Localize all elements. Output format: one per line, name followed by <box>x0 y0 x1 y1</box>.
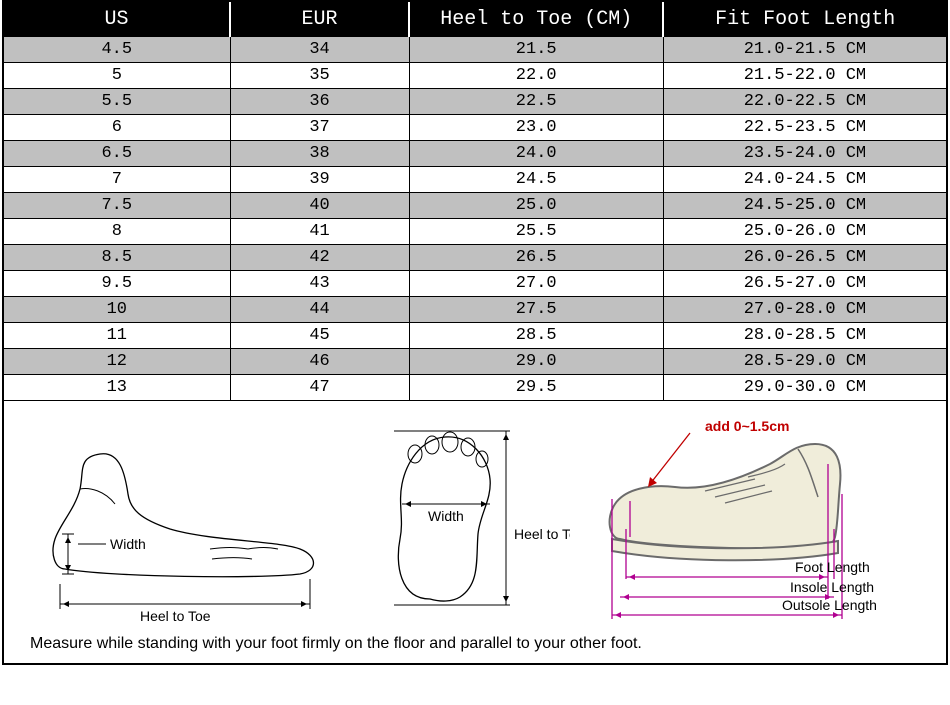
table-cell: 5.5 <box>4 89 230 115</box>
table-cell: 24.5 <box>409 167 663 193</box>
table-cell: 6.5 <box>4 141 230 167</box>
diagram-footprint: Width Heel to Toe <box>340 409 570 629</box>
table-cell: 10 <box>4 297 230 323</box>
table-cell: 25.0-26.0 CM <box>663 219 946 245</box>
diagram-shoe: add 0~1.5cm Foot Length <box>580 409 920 629</box>
table-cell: 28.5-29.0 CM <box>663 349 946 375</box>
col-htt: Heel to Toe (CM) <box>409 2 663 37</box>
table-row: 7.54025.024.5-25.0 CM <box>4 193 946 219</box>
table-cell: 27.0-28.0 CM <box>663 297 946 323</box>
table-row: 134729.529.0-30.0 CM <box>4 375 946 401</box>
table-row: 53522.021.5-22.0 CM <box>4 63 946 89</box>
table-cell: 5 <box>4 63 230 89</box>
table-cell: 23.0 <box>409 115 663 141</box>
table-cell: 28.0-28.5 CM <box>663 323 946 349</box>
table-cell: 29.0 <box>409 349 663 375</box>
table-cell: 39 <box>230 167 409 193</box>
table-cell: 42 <box>230 245 409 271</box>
table-cell: 22.5 <box>409 89 663 115</box>
table-cell: 45 <box>230 323 409 349</box>
label-heel-to-toe: Heel to Toe <box>140 608 211 624</box>
table-cell: 43 <box>230 271 409 297</box>
table-cell: 38 <box>230 141 409 167</box>
table-cell: 47 <box>230 375 409 401</box>
col-us: US <box>4 2 230 37</box>
col-eur: EUR <box>230 2 409 37</box>
table-row: 8.54226.526.0-26.5 CM <box>4 245 946 271</box>
table-cell: 8 <box>4 219 230 245</box>
table-cell: 9.5 <box>4 271 230 297</box>
table-cell: 29.0-30.0 CM <box>663 375 946 401</box>
table-cell: 23.5-24.0 CM <box>663 141 946 167</box>
table-cell: 26.0-26.5 CM <box>663 245 946 271</box>
table-cell: 44 <box>230 297 409 323</box>
table-cell: 24.0 <box>409 141 663 167</box>
table-cell: 25.5 <box>409 219 663 245</box>
table-cell: 26.5-27.0 CM <box>663 271 946 297</box>
diagram-side-foot: Width Heel to Toe <box>10 409 330 629</box>
table-cell: 27.0 <box>409 271 663 297</box>
table-cell: 46 <box>230 349 409 375</box>
table-row: 9.54327.026.5-27.0 CM <box>4 271 946 297</box>
table-cell: 13 <box>4 375 230 401</box>
table-cell: 40 <box>230 193 409 219</box>
table-cell: 8.5 <box>4 245 230 271</box>
table-row: 63723.022.5-23.5 CM <box>4 115 946 141</box>
label-width: Width <box>110 536 146 552</box>
table-row: 124629.028.5-29.0 CM <box>4 349 946 375</box>
size-chart-container: US EUR Heel to Toe (CM) Fit Foot Length … <box>2 0 948 665</box>
table-cell: 21.0-21.5 CM <box>663 37 946 63</box>
table-cell: 4.5 <box>4 37 230 63</box>
label-insole-length: Insole Length <box>790 579 874 595</box>
col-fit: Fit Foot Length <box>663 2 946 37</box>
table-cell: 35 <box>230 63 409 89</box>
table-cell: 25.0 <box>409 193 663 219</box>
label-add-allowance: add 0~1.5cm <box>705 418 789 434</box>
table-cell: 22.0-22.5 CM <box>663 89 946 115</box>
measurement-note: Measure while standing with your foot fi… <box>4 631 946 663</box>
table-cell: 36 <box>230 89 409 115</box>
table-row: 114528.528.0-28.5 CM <box>4 323 946 349</box>
label-foot-length: Foot Length <box>795 559 870 575</box>
label-outsole-length: Outsole Length <box>782 597 877 613</box>
table-row: 6.53824.023.5-24.0 CM <box>4 141 946 167</box>
table-header-row: US EUR Heel to Toe (CM) Fit Foot Length <box>4 2 946 37</box>
table-cell: 21.5 <box>409 37 663 63</box>
table-cell: 12 <box>4 349 230 375</box>
table-cell: 21.5-22.0 CM <box>663 63 946 89</box>
table-cell: 29.5 <box>409 375 663 401</box>
table-cell: 24.5-25.0 CM <box>663 193 946 219</box>
table-cell: 7 <box>4 167 230 193</box>
table-cell: 6 <box>4 115 230 141</box>
table-row: 104427.527.0-28.0 CM <box>4 297 946 323</box>
table-cell: 22.0 <box>409 63 663 89</box>
table-cell: 26.5 <box>409 245 663 271</box>
table-cell: 37 <box>230 115 409 141</box>
table-row: 84125.525.0-26.0 CM <box>4 219 946 245</box>
table-row: 4.53421.521.0-21.5 CM <box>4 37 946 63</box>
diagram-area: Width Heel to Toe <box>4 401 946 631</box>
table-cell: 28.5 <box>409 323 663 349</box>
table-cell: 22.5-23.5 CM <box>663 115 946 141</box>
table-cell: 7.5 <box>4 193 230 219</box>
table-row: 5.53622.522.0-22.5 CM <box>4 89 946 115</box>
table-cell: 11 <box>4 323 230 349</box>
table-cell: 24.0-24.5 CM <box>663 167 946 193</box>
table-row: 73924.524.0-24.5 CM <box>4 167 946 193</box>
table-cell: 27.5 <box>409 297 663 323</box>
table-cell: 34 <box>230 37 409 63</box>
label-heel-to-toe: Heel to Toe <box>514 526 570 542</box>
table-cell: 41 <box>230 219 409 245</box>
label-width: Width <box>428 508 464 524</box>
size-table: US EUR Heel to Toe (CM) Fit Foot Length … <box>4 2 946 401</box>
